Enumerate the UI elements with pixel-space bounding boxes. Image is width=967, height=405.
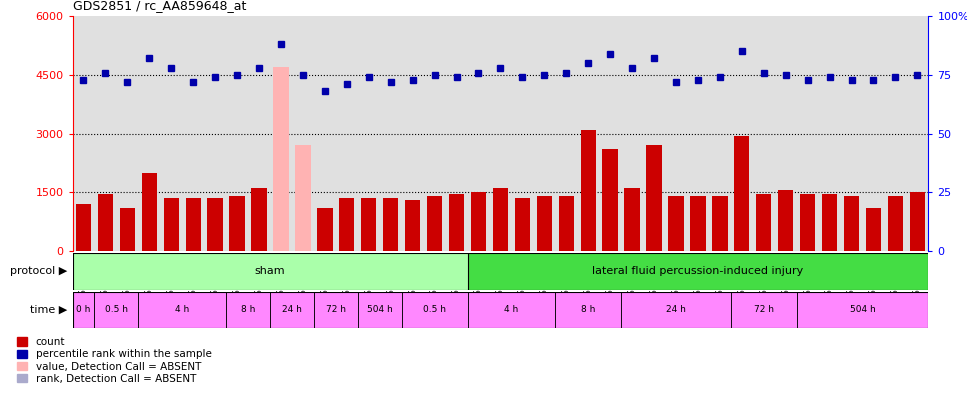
Bar [270,292,314,328]
Bar [361,198,376,251]
Text: 24 h: 24 h [666,305,686,314]
Bar [120,208,135,251]
Bar [910,192,925,251]
Bar [317,208,333,251]
Bar [467,292,555,328]
Bar [405,200,421,251]
Bar [186,198,201,251]
Text: 24 h: 24 h [282,305,302,314]
Bar [734,136,749,251]
Bar [800,194,815,251]
Bar [559,196,574,251]
Legend: count, percentile rank within the sample, value, Detection Call = ABSENT, rank, : count, percentile rank within the sample… [15,335,214,386]
Bar [73,292,95,328]
Bar [467,253,928,290]
Bar [514,198,530,251]
Bar [226,292,270,328]
Text: protocol ▶: protocol ▶ [11,266,68,276]
Text: 8 h: 8 h [581,305,596,314]
Bar [493,188,508,251]
Text: 72 h: 72 h [753,305,774,314]
Bar [401,292,467,328]
Bar [295,145,310,251]
Bar [621,292,731,328]
Text: GDS2851 / rc_AA859648_at: GDS2851 / rc_AA859648_at [73,0,246,12]
Bar [580,130,596,251]
Bar [822,194,837,251]
Bar [426,196,442,251]
Bar [690,196,706,251]
Bar [537,196,552,251]
Bar [229,196,245,251]
Bar [138,292,226,328]
Bar [646,145,661,251]
Bar [865,208,881,251]
Bar [163,198,179,251]
Bar [251,188,267,251]
Bar [668,196,684,251]
Bar [141,173,157,251]
Text: 72 h: 72 h [326,305,346,314]
Bar [555,292,621,328]
Bar [778,190,793,251]
Bar [888,196,903,251]
Text: time ▶: time ▶ [30,305,68,315]
Text: 8 h: 8 h [241,305,255,314]
Bar [712,196,727,251]
Text: 504 h: 504 h [850,305,875,314]
Bar [756,194,772,251]
Bar [208,198,222,251]
Bar [625,188,640,251]
Text: 504 h: 504 h [366,305,393,314]
Text: 4 h: 4 h [175,305,190,314]
Text: 0.5 h: 0.5 h [104,305,128,314]
Bar [731,292,797,328]
Bar [73,253,467,290]
Bar [98,194,113,251]
Bar [95,292,138,328]
Bar [797,292,928,328]
Bar [602,149,618,251]
Bar [314,292,358,328]
Text: 0 h: 0 h [76,305,91,314]
Bar [383,198,398,251]
Text: 0.5 h: 0.5 h [424,305,446,314]
Bar [449,194,464,251]
Bar [274,67,289,251]
Text: lateral fluid percussion-induced injury: lateral fluid percussion-induced injury [593,266,804,276]
Bar [75,204,91,251]
Bar [358,292,401,328]
Bar [844,196,860,251]
Bar [471,192,486,251]
Text: sham: sham [254,266,285,276]
Bar [339,198,355,251]
Text: 4 h: 4 h [504,305,518,314]
